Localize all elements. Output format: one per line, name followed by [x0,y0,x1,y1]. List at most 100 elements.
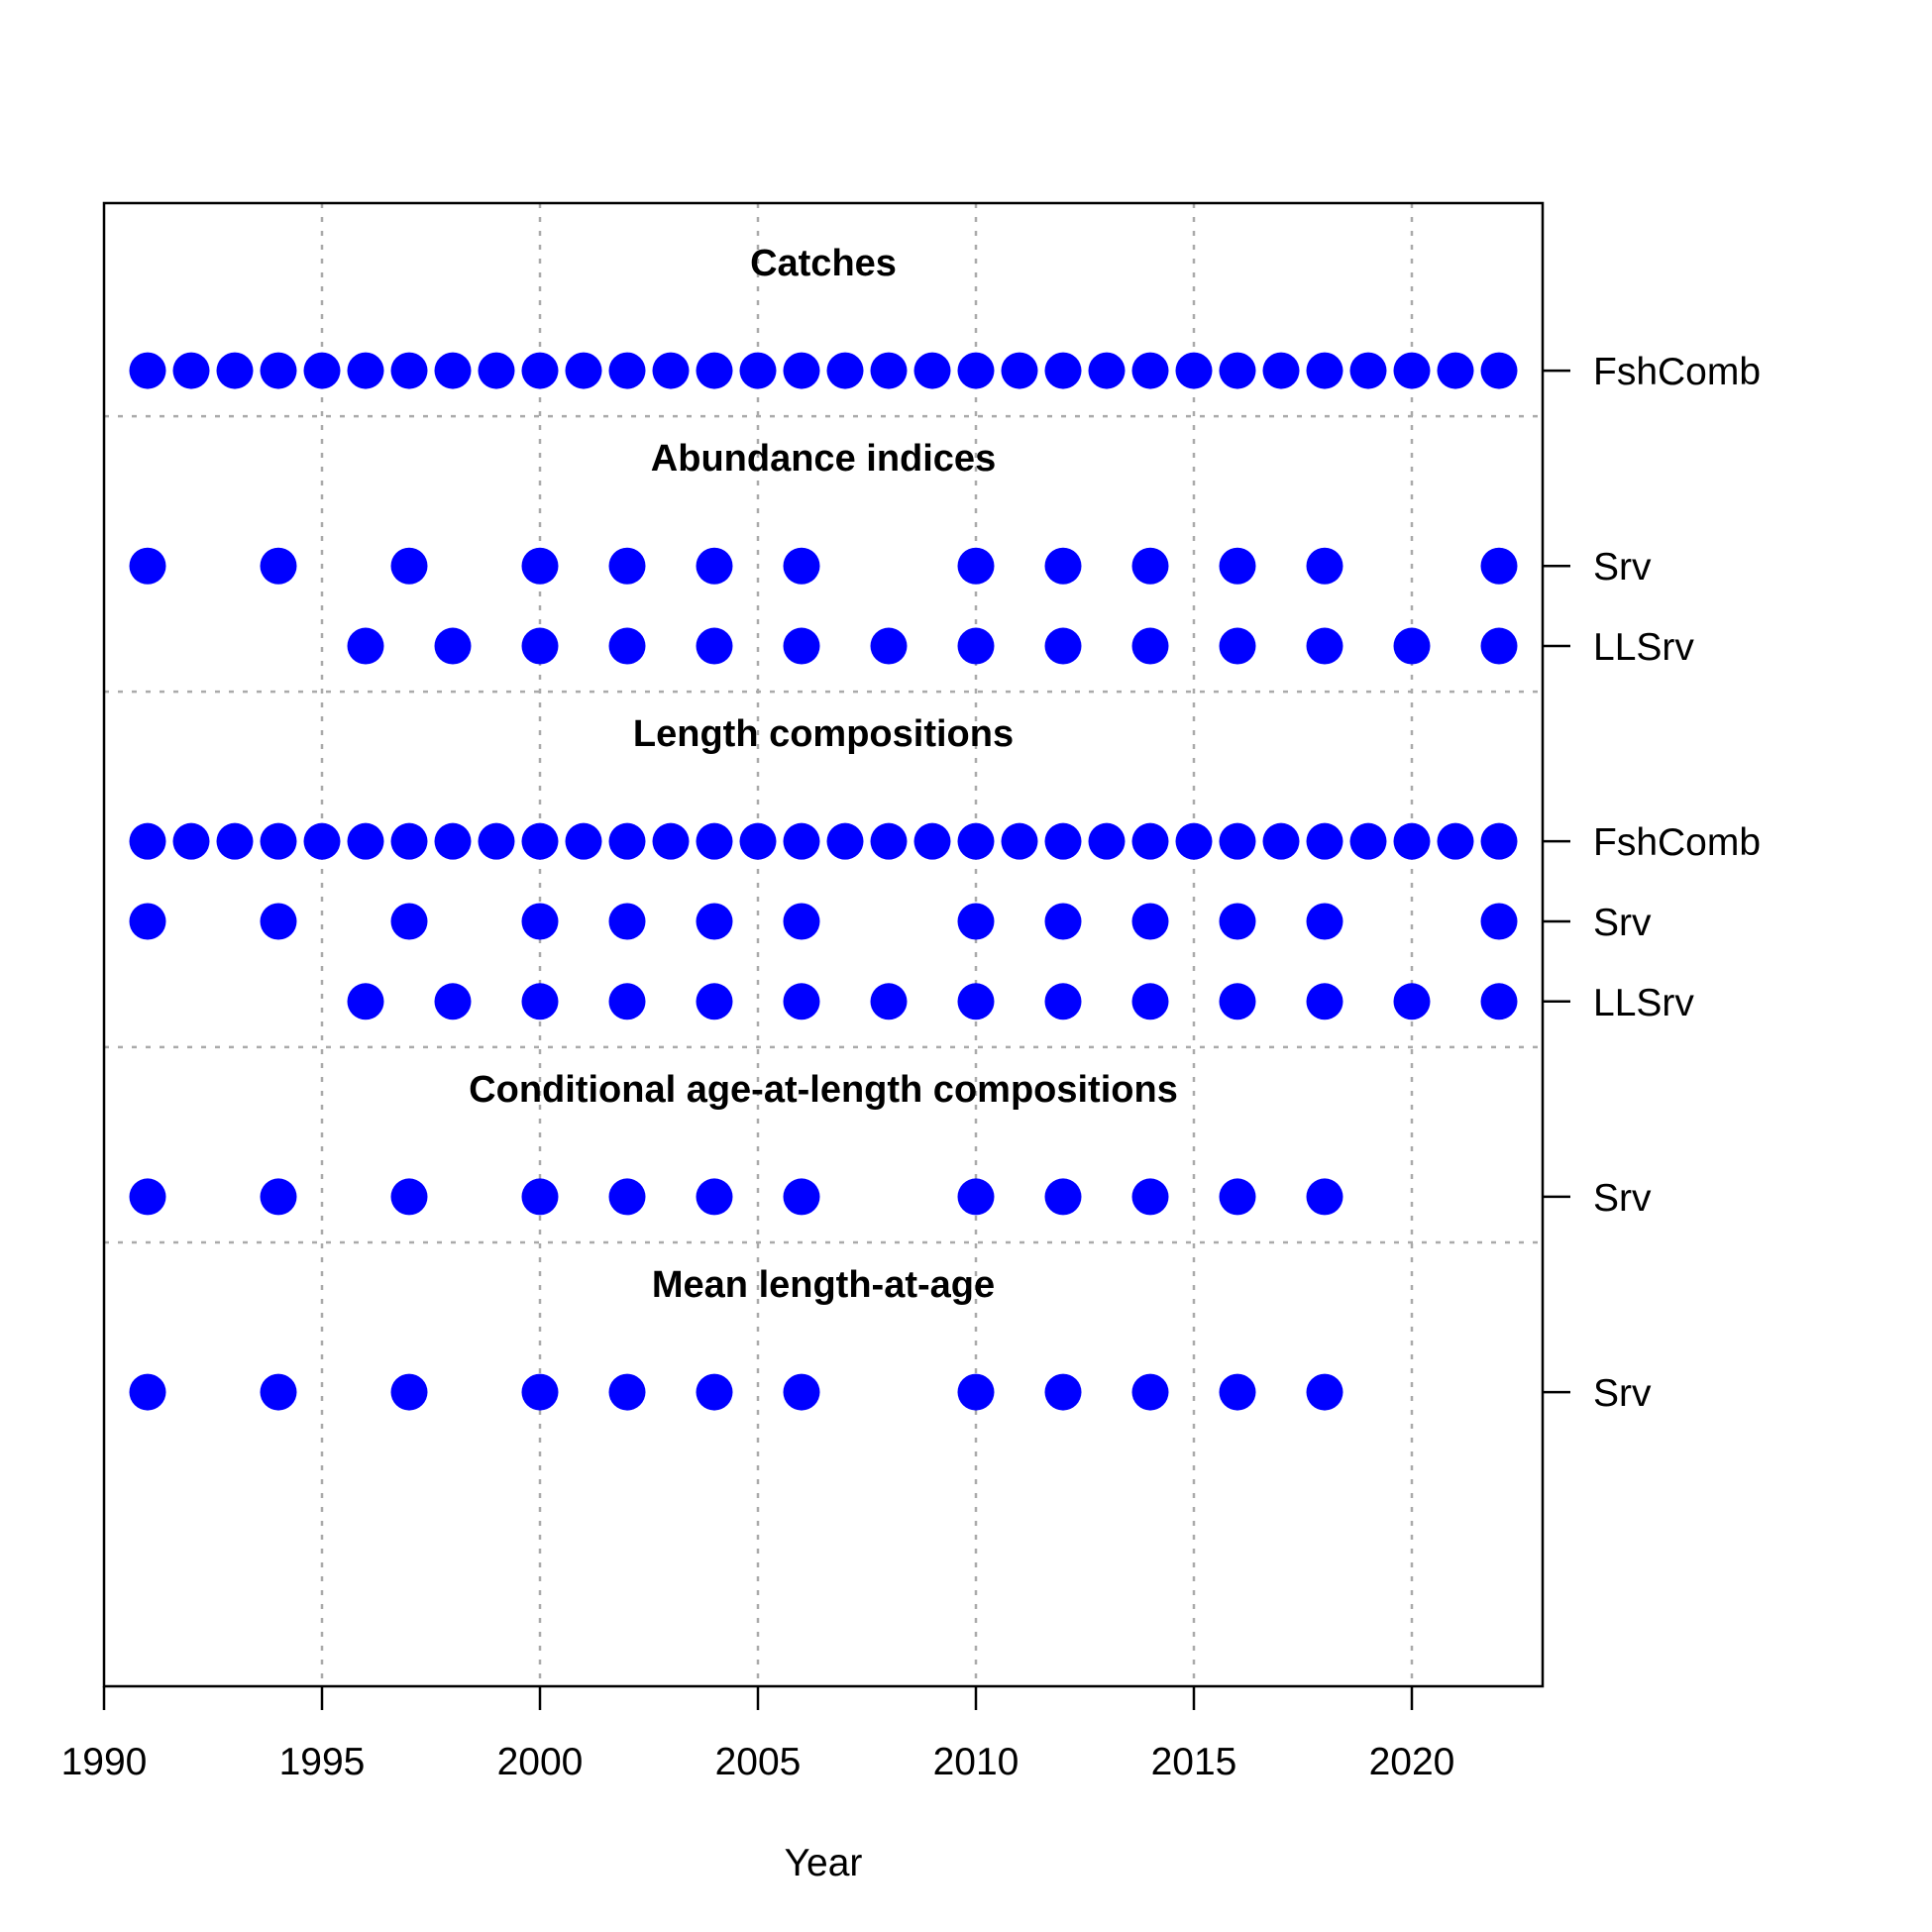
data-row [347,983,1518,1020]
data-point [1001,352,1038,389]
data-point [913,352,951,389]
data-point [1175,822,1213,860]
data-point [1306,822,1343,860]
data-point [129,1373,166,1411]
data-row [129,1178,1343,1216]
data-point [1306,352,1343,389]
data-point [1044,903,1082,940]
data-point [696,983,733,1020]
data-point [870,822,908,860]
data-point [129,903,166,940]
data-point [608,547,646,585]
data-point [260,903,297,940]
data-point [434,352,472,389]
data-point [1306,903,1343,940]
data-point [390,822,428,860]
data-point [608,352,646,389]
data-point [129,822,166,860]
data-point [1480,903,1518,940]
data-point [1480,547,1518,585]
data-point [1306,627,1343,665]
row-label: FshComb [1593,821,1761,864]
data-point [434,983,472,1020]
data-point [1044,983,1082,1020]
data-point [1480,352,1518,389]
x-tick-label: 2005 [715,1741,802,1783]
data-point [783,627,820,665]
data-point [260,547,297,585]
plot-frame [102,201,1545,1688]
data-point [1393,983,1431,1020]
data-point [478,822,515,860]
data-point [1131,627,1169,665]
data-point [1044,822,1082,860]
data-point [608,983,646,1020]
data-point [1131,983,1169,1020]
data-point [129,547,166,585]
data-point [521,547,559,585]
data-point [696,352,733,389]
data-point [521,983,559,1020]
data-point [608,1178,646,1216]
data-point [1437,822,1474,860]
x-axis-title: Year [785,1842,863,1884]
data-point [390,547,428,585]
data-point [608,1373,646,1411]
data-point [826,352,864,389]
data-point [1088,352,1126,389]
data-point [478,352,515,389]
data-point [957,983,995,1020]
data-point [783,983,820,1020]
x-tick-label: 2010 [933,1741,1020,1783]
data-point [957,547,995,585]
data-point [303,822,341,860]
data-point [1044,627,1082,665]
data-point [1044,547,1082,585]
data-point [1349,352,1387,389]
data-point [1480,627,1518,665]
data-point [303,352,341,389]
data-point [783,352,820,389]
data-point [1131,352,1169,389]
data-point [1131,1373,1169,1411]
section-title: Length compositions [633,713,1014,755]
data-point [957,627,995,665]
data-point [1219,822,1256,860]
data-point [1219,983,1256,1020]
data-point [826,822,864,860]
data-point [783,903,820,940]
data-point [1262,822,1300,860]
data-row [129,822,1518,860]
data-point [608,822,646,860]
data-point [1393,352,1431,389]
data-point [129,1178,166,1216]
data-point [347,983,384,1020]
data-point [521,352,559,389]
data-point [260,1178,297,1216]
data-point [652,822,690,860]
data-point [1001,822,1038,860]
data-point [652,352,690,389]
data-point [1044,352,1082,389]
data-point [565,352,602,389]
data-point [1131,547,1169,585]
data-point [390,903,428,940]
data-point [1306,983,1343,1020]
data-point [521,627,559,665]
data-point [1393,822,1431,860]
x-tick-label: 1995 [279,1741,366,1783]
data-point [957,822,995,860]
data-point [521,1178,559,1216]
data-point [129,352,166,389]
data-point [783,1373,820,1411]
data-point [1219,903,1256,940]
x-tick-label: 1990 [61,1741,148,1783]
data-point [434,822,472,860]
data-point [739,352,777,389]
data-point [1306,1178,1343,1216]
data-point [1088,822,1126,860]
data-point [783,822,820,860]
data-point [870,983,908,1020]
